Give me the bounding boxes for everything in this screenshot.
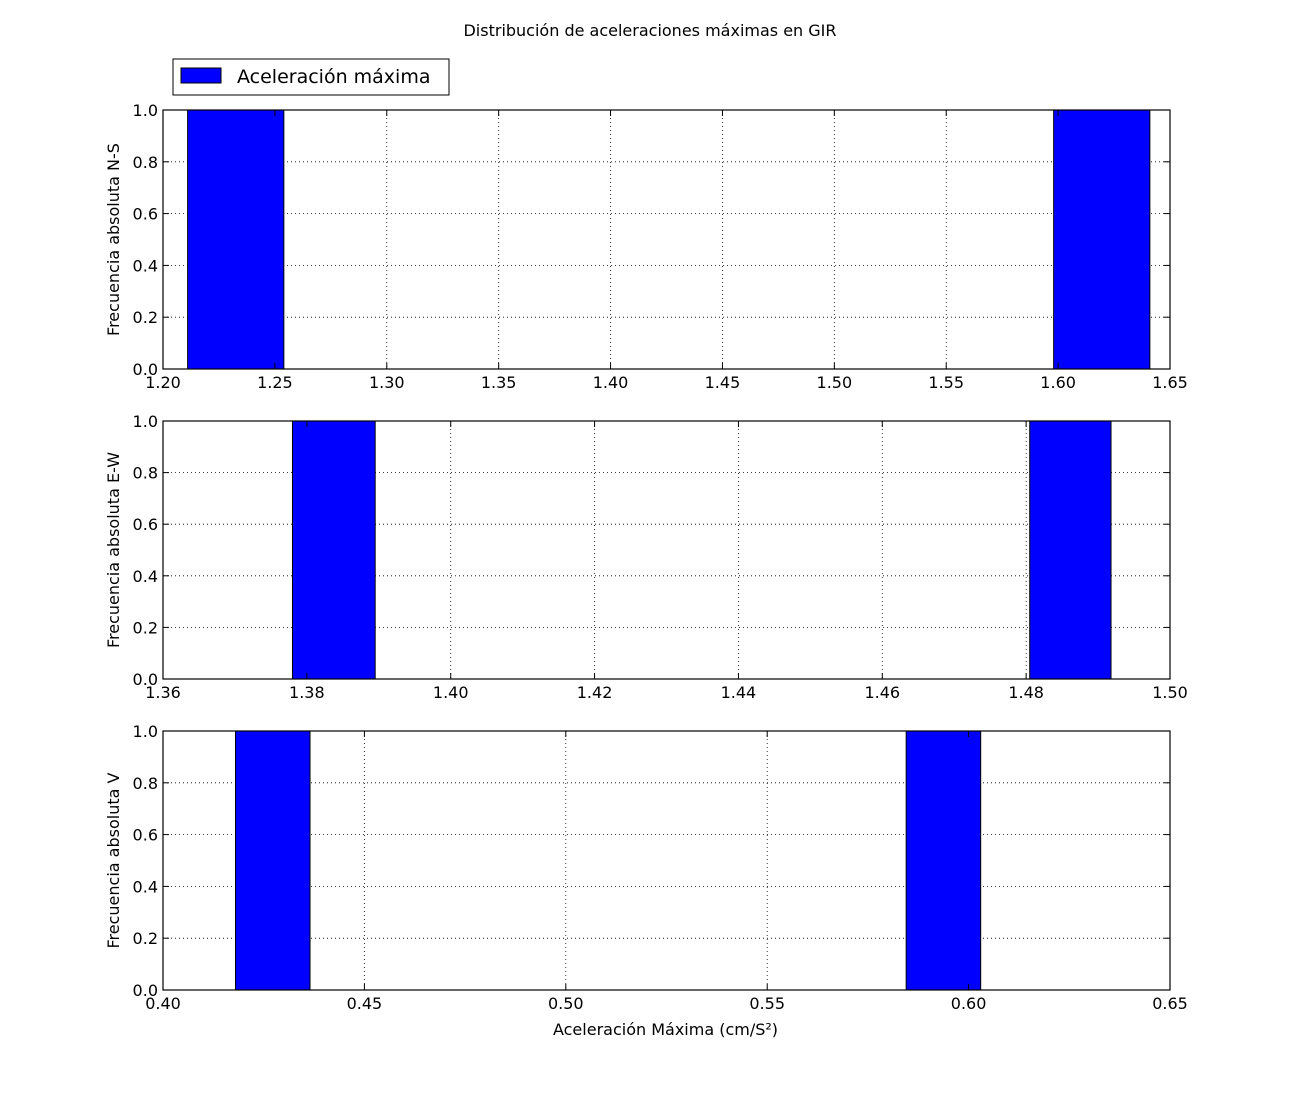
x-tick-label: 1.25 (257, 373, 293, 392)
x-tick-label: 0.60 (951, 994, 987, 1013)
axes-frame (162, 730, 1171, 991)
y-tick-label: 0.8 (133, 464, 158, 483)
y-tick-label: 1.0 (133, 412, 158, 431)
x-tick-label: 1.40 (593, 373, 629, 392)
x-tick-label: 1.48 (1008, 683, 1044, 702)
x-tick-label: 0.55 (749, 994, 785, 1013)
x-axis-label: Aceleración Máxima (cm/S²) (553, 1020, 778, 1039)
y-tick-label: 0.4 (133, 567, 158, 586)
y-tick-label: 0.2 (133, 308, 158, 327)
x-tick-label: 1.60 (1040, 373, 1076, 392)
axes-frame (162, 109, 1171, 370)
x-tick-label: 1.50 (817, 373, 853, 392)
panel-v: 0.40 0.45 0.50 0.55 0.60 0.65 0.0 0.2 0.4 0.6 0.8 1… (104, 722, 1188, 1039)
histogram-bar (235, 730, 311, 991)
y-tick-label: 1.0 (133, 101, 158, 120)
y-axis-label: Frecuencia absoluta E-W (104, 452, 123, 648)
y-tick-label: 0.8 (133, 774, 158, 793)
x-tick-label: 1.40 (433, 683, 469, 702)
legend-swatch (180, 67, 222, 84)
panel-e-w: 1.36 1.38 1.40 1.42 1.44 1.46 1.48 1.50 0.0 0.2 0.… (104, 412, 1188, 702)
legend-label: Aceleración máxima (237, 66, 430, 88)
y-tick-label: 0.0 (133, 670, 158, 689)
y-tick-label: 0.4 (133, 877, 158, 896)
y-tick-label: 0.6 (133, 515, 158, 534)
x-tick-label: 1.35 (481, 373, 517, 392)
axes-frame (162, 420, 1171, 680)
y-tick-label: 0.6 (133, 205, 158, 224)
histogram-bar (1053, 109, 1151, 370)
x-tick-label: 1.55 (928, 373, 964, 392)
y-tick-label: 0.8 (133, 153, 158, 172)
histogram-bar (905, 730, 982, 991)
histogram-bar (291, 420, 376, 680)
y-axis-label: Frecuencia absoluta V (104, 772, 123, 948)
y-tick-label: 0.0 (133, 360, 158, 379)
x-tick-label: 1.46 (864, 683, 900, 702)
x-tick-label: 1.42 (577, 683, 613, 702)
x-tick-label: 0.40 (145, 994, 181, 1013)
y-tick-label: 0.6 (133, 826, 158, 845)
y-tick-label: 1.0 (133, 722, 158, 741)
x-tick-label: 1.20 (145, 373, 181, 392)
y-tick-label: 0.2 (133, 929, 158, 948)
y-axis-label: Frecuencia absoluta N-S (104, 143, 123, 336)
x-tick-label: 1.45 (705, 373, 741, 392)
x-tick-label: 1.65 (1152, 373, 1188, 392)
x-tick-label: 1.36 (145, 683, 181, 702)
figure-title: Distribución de aceleraciones máximas en… (463, 21, 836, 40)
panel-n-s: 1.20 1.25 1.30 1.35 1.40 1.45 1.50 1.55 1.60 1.65… (104, 101, 1188, 392)
x-tick-label: 1.38 (289, 683, 325, 702)
histogram-bar (1029, 420, 1112, 680)
x-tick-label: 0.65 (1152, 994, 1188, 1013)
y-tick-label: 0.0 (133, 981, 158, 1000)
x-tick-label: 1.30 (369, 373, 405, 392)
histogram-bar (187, 109, 285, 370)
x-tick-label: 0.45 (347, 994, 383, 1013)
x-tick-label: 1.50 (1152, 683, 1188, 702)
y-tick-label: 0.4 (133, 256, 158, 275)
legend: Aceleración máxima (172, 58, 450, 96)
x-tick-label: 1.44 (721, 683, 757, 702)
x-tick-label: 0.50 (548, 994, 584, 1013)
y-tick-label: 0.2 (133, 618, 158, 637)
